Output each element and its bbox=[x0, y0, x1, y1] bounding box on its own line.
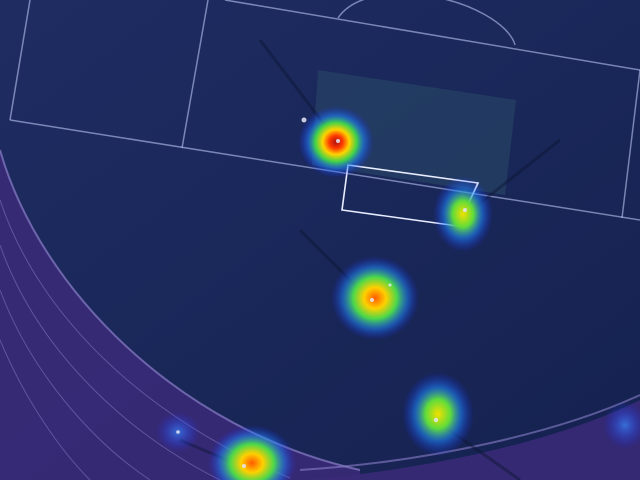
pitch-line-right bbox=[621, 69, 640, 219]
track-lane-line-3 bbox=[0, 289, 151, 480]
pitch-line-mid bbox=[181, 0, 209, 149]
heat-spot-player-4 bbox=[402, 372, 474, 456]
pitch-line-left bbox=[9, 0, 31, 121]
heat-spot-player-5 bbox=[208, 425, 296, 480]
heat-spot-edge bbox=[603, 401, 640, 449]
heat-spot-player-1 bbox=[298, 106, 374, 178]
track-edge-right bbox=[299, 394, 640, 471]
centre-arc bbox=[337, 0, 516, 46]
track-lane-line-4 bbox=[0, 339, 91, 480]
heat-spot-player-2 bbox=[433, 176, 493, 252]
running-track bbox=[0, 150, 360, 480]
pitch-line-top bbox=[224, 0, 640, 71]
running-track-right bbox=[300, 400, 640, 480]
heat-spot-player-3 bbox=[331, 256, 419, 340]
track-lane-line-2 bbox=[0, 244, 221, 480]
player-marks bbox=[176, 117, 467, 468]
